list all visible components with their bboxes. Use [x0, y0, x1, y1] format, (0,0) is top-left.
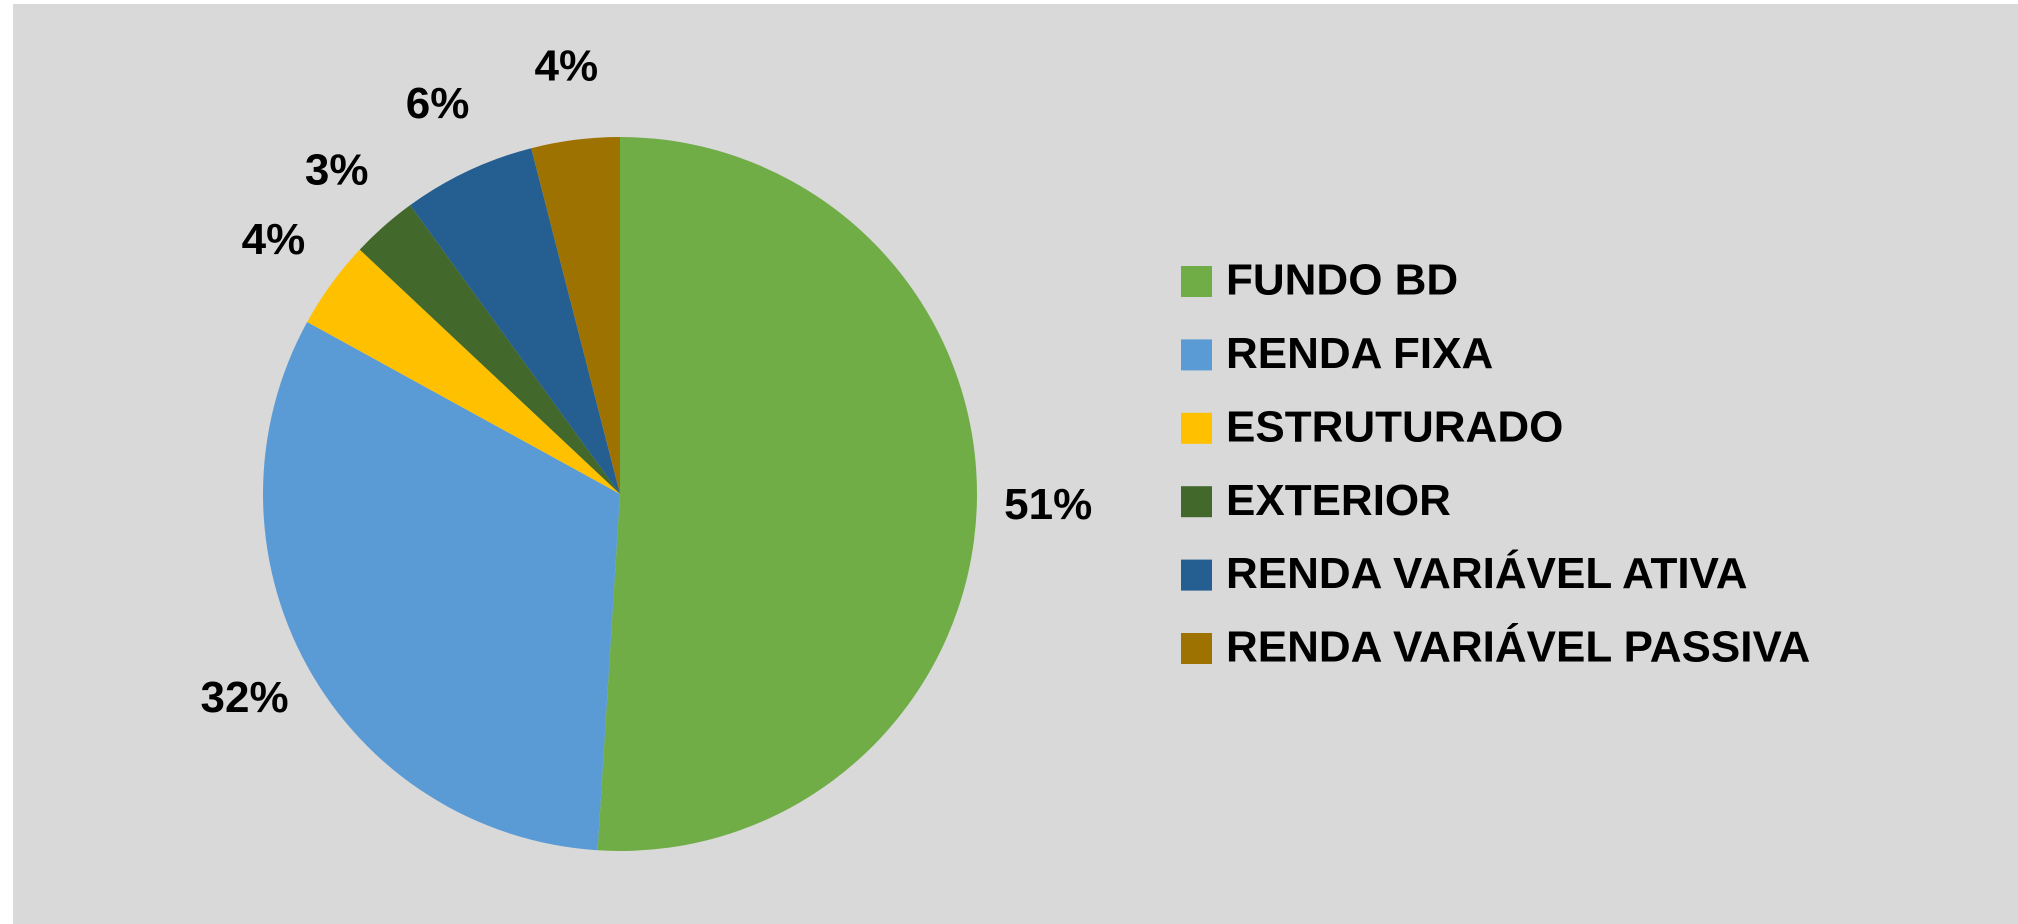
- legend-swatch: [1181, 266, 1212, 297]
- data-label: 3%: [305, 145, 369, 194]
- legend-label: FUNDO BD: [1226, 256, 1458, 305]
- legend-label: RENDA VARIÁVEL PASSIVA: [1226, 622, 1810, 672]
- legend-label: ESTRUTURADO: [1226, 402, 1563, 451]
- data-label: 4%: [242, 215, 306, 264]
- legend-label: EXTERIOR: [1226, 476, 1451, 525]
- pie-slice: [307, 249, 620, 494]
- legend-swatch: [1181, 412, 1212, 444]
- data-label: 51%: [1004, 480, 1092, 529]
- pie-slice: [359, 205, 620, 494]
- legend-label: RENDA FIXA: [1226, 329, 1493, 378]
- data-label: 6%: [406, 79, 470, 128]
- legend-label: RENDA VARIÁVEL ATIVA: [1226, 548, 1748, 598]
- pie-slice: [531, 137, 620, 494]
- pie-slice: [263, 322, 620, 851]
- data-label: 32%: [201, 673, 289, 722]
- pie-slice: [410, 148, 620, 494]
- legend-swatch: [1181, 559, 1212, 591]
- legend-swatch: [1181, 486, 1212, 518]
- legend-swatch: [1181, 339, 1212, 371]
- data-label: 4%: [535, 42, 599, 91]
- legend-swatch: [1181, 633, 1212, 664]
- pie-slice: [597, 137, 978, 852]
